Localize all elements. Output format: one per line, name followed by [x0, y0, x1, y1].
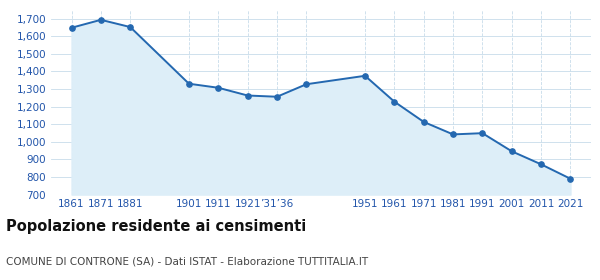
Text: Popolazione residente ai censimenti: Popolazione residente ai censimenti	[6, 219, 306, 234]
Text: COMUNE DI CONTRONE (SA) - Dati ISTAT - Elaborazione TUTTITALIA.IT: COMUNE DI CONTRONE (SA) - Dati ISTAT - E…	[6, 256, 368, 267]
